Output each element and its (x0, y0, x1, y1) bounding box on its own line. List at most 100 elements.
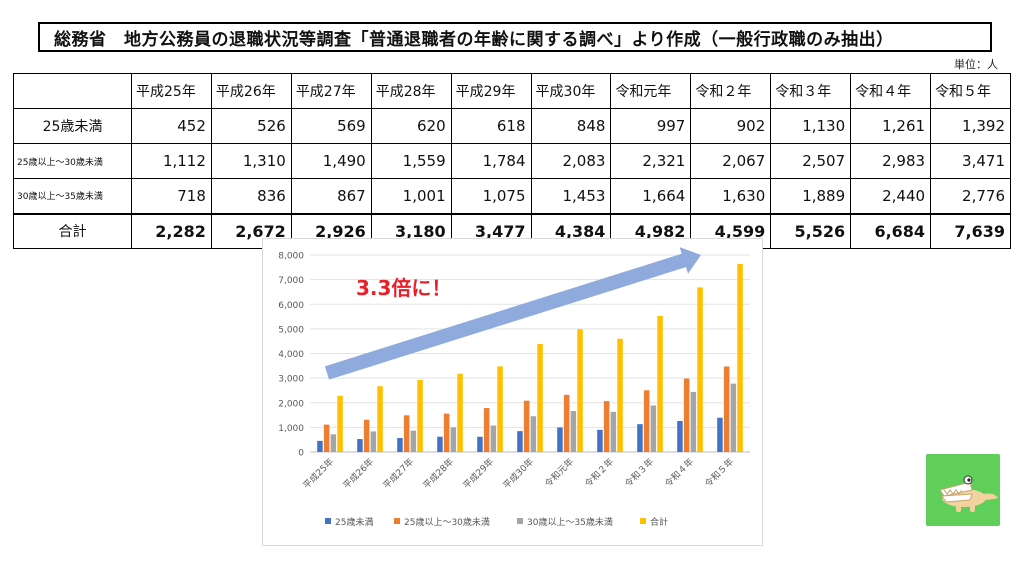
legend-swatch (325, 518, 331, 524)
table-cell: 1,490 (290, 143, 372, 179)
table-cell: 1,261 (850, 108, 932, 144)
bar (437, 436, 443, 452)
x-tick-label: 令和５年 (702, 456, 736, 490)
bar (690, 391, 697, 452)
legend-swatch (394, 518, 400, 524)
page-title-text: 総務省 地方公務員の退職状況等調査「普通退職者の年齢に関する調べ」より作成（一般… (54, 29, 894, 50)
table-cell: 7,639 (930, 212, 1011, 249)
table-cell: 1,630 (690, 178, 772, 214)
bar (397, 437, 403, 452)
table-cell: 2,321 (610, 143, 692, 179)
table-cell: 1,559 (370, 143, 452, 179)
column-header: 令和５年 (930, 73, 1011, 109)
column-header: 平成27年 (290, 73, 372, 109)
table-cell: 902 (690, 108, 772, 144)
legend-label: 25歳未満 (335, 516, 373, 528)
y-tick-label: 4,000 (278, 350, 304, 360)
x-tick-label: 平成29年 (460, 456, 496, 492)
bar (677, 420, 683, 452)
legend-label: 合計 (650, 516, 668, 528)
bar (403, 415, 410, 452)
table-cell: 1,130 (770, 108, 852, 144)
table-cell: 1,664 (610, 178, 692, 214)
bar-chart: 0 1,000 2,000 3,000 4,000 5,000 6,000 7,000 8,00… (262, 238, 763, 546)
table-cell: 1,310 (210, 143, 292, 179)
table-cell: 836 (210, 178, 292, 214)
unit-label: 単位：人 (954, 58, 998, 71)
bar (570, 411, 577, 452)
table-row: 25歳未満 452 526 569 620 618 848 997 902 1,130 1,261 1… (13, 108, 1011, 144)
bar (577, 329, 583, 452)
bar (370, 431, 377, 452)
legend-label: 25歳以上～30歳未満 (404, 516, 490, 528)
table-cell: 2,983 (850, 143, 932, 179)
bar (517, 431, 523, 452)
bar-chart-svg: 0 1,000 2,000 3,000 4,000 5,000 6,000 7,000 8,00… (278, 247, 750, 528)
table-cell: 2,282 (131, 212, 212, 249)
bar (483, 408, 490, 452)
bar (477, 436, 483, 452)
x-tick-label: 令和４年 (662, 456, 696, 490)
table-cell: 1,112 (131, 143, 212, 179)
y-tick-label: 6,000 (278, 301, 304, 311)
table-cell: 1,889 (770, 178, 852, 214)
bar (637, 424, 643, 452)
bar (657, 315, 663, 452)
y-tick-label: 8,000 (278, 252, 304, 262)
bar (450, 427, 457, 452)
bar (317, 440, 323, 452)
bar (457, 373, 463, 452)
column-header: 平成29年 (450, 73, 532, 109)
bar (497, 366, 503, 452)
bar (597, 429, 603, 452)
bar (490, 425, 497, 452)
x-tick-label: 令和３年 (622, 456, 656, 490)
x-tick-label: 平成30年 (500, 456, 536, 492)
column-header: 令和２年 (690, 73, 772, 109)
table-cell: 569 (290, 108, 372, 144)
x-tick-label: 令和元年 (542, 456, 576, 490)
table-row: 25歳以上～30歳未満 1,112 1,310 1,490 1,559 1,784 2,08… (13, 143, 1011, 179)
column-header: 令和３年 (770, 73, 852, 109)
table-cell: 620 (370, 108, 452, 144)
x-tick-label: 平成25年 (300, 456, 336, 492)
bar (357, 439, 363, 452)
table-cell: 1,784 (450, 143, 532, 179)
table-cell: 848 (530, 108, 612, 144)
table-cell: 1,075 (450, 178, 532, 214)
y-tick-label: 7,000 (278, 276, 304, 286)
table-cell: 997 (610, 108, 692, 144)
bar (417, 379, 423, 452)
row-label: 25歳以上～30歳未満 (13, 143, 132, 179)
bar (697, 287, 703, 452)
bar (643, 390, 650, 452)
table-cell: 718 (131, 178, 212, 214)
bar (523, 400, 530, 452)
trend-arrow-shape (324, 247, 701, 380)
column-header: 平成28年 (370, 73, 452, 109)
table-row: 30歳以上～35歳未満 718 836 867 1,001 1,075 1,453 1,664… (13, 178, 1011, 214)
y-tick-label: 3,000 (278, 375, 304, 385)
bar (377, 386, 383, 452)
table-cell: 618 (450, 108, 532, 144)
bar (723, 366, 730, 452)
y-tick-label: 2,000 (278, 399, 304, 409)
bar (683, 378, 690, 452)
row-label: 合計 (13, 212, 132, 249)
column-header: 令和元年 (610, 73, 692, 109)
bar (557, 427, 563, 452)
bar (563, 394, 570, 452)
bar (717, 417, 723, 452)
table-cell: 1,392 (930, 108, 1011, 144)
crocodile-icon (926, 454, 1000, 526)
table-cell: 867 (290, 178, 372, 214)
table-cell: 526 (210, 108, 292, 144)
bar (530, 416, 537, 452)
x-tick-label: 令和２年 (582, 456, 616, 490)
column-header: 令和４年 (850, 73, 932, 109)
y-tick-label: 5,000 (278, 325, 304, 335)
table-cell: 2,083 (530, 143, 612, 179)
bar (410, 430, 417, 452)
y-tick-label: 1,000 (278, 424, 304, 434)
column-header: 平成30年 (530, 73, 612, 109)
